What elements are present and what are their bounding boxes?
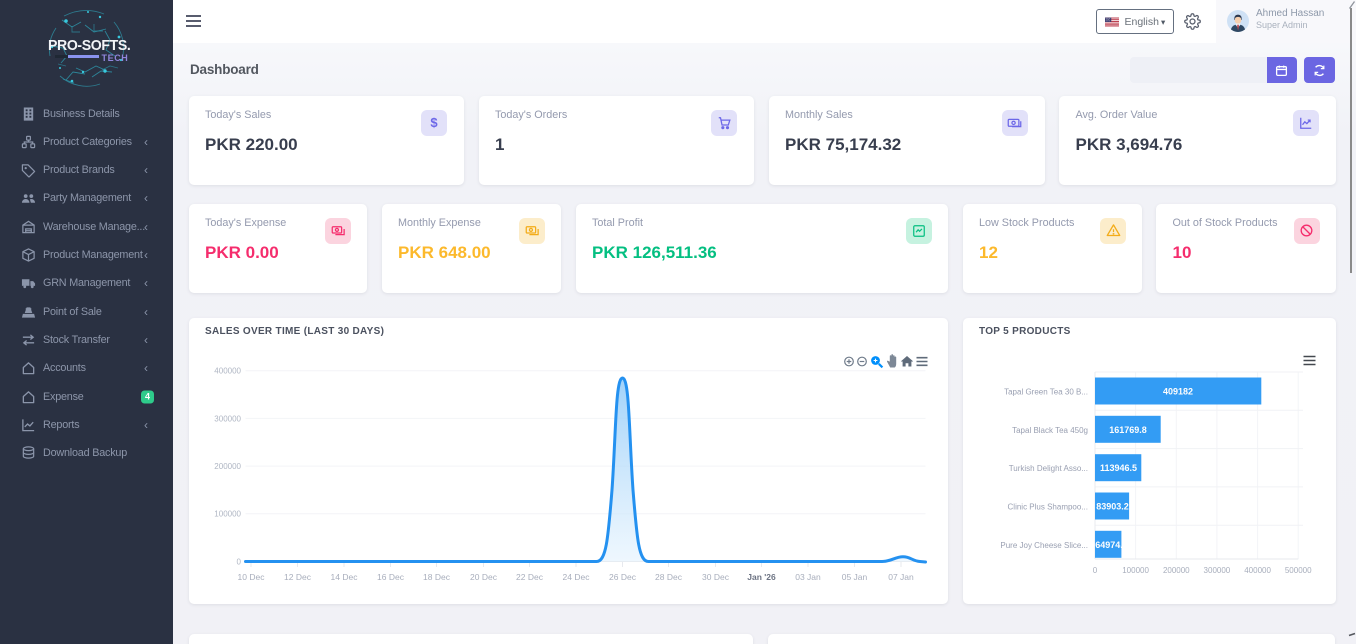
svg-text:Tapal Green Tea 30 B...: Tapal Green Tea 30 B... [1004, 388, 1088, 397]
svg-text:Jan '26: Jan '26 [747, 572, 776, 582]
svg-text:83903.2: 83903.2 [1096, 502, 1129, 512]
svg-text:24 Dec: 24 Dec [562, 572, 590, 582]
svg-text:200000: 200000 [1162, 566, 1189, 575]
svg-text:30 Dec: 30 Dec [702, 572, 730, 582]
svg-text:409182: 409182 [1162, 387, 1192, 397]
svg-text:20 Dec: 20 Dec [470, 572, 498, 582]
svg-text:100000: 100000 [214, 510, 241, 519]
svg-text:22 Dec: 22 Dec [516, 572, 544, 582]
svg-text:100000: 100000 [1122, 566, 1149, 575]
svg-text:05 Jan: 05 Jan [841, 572, 867, 582]
svg-text:0: 0 [236, 557, 241, 566]
svg-text:14 Dec: 14 Dec [330, 572, 358, 582]
svg-text:Pure Joy Cheese Slice...: Pure Joy Cheese Slice... [1000, 541, 1088, 550]
svg-text:10 Dec: 10 Dec [237, 572, 265, 582]
svg-text:400000: 400000 [1244, 566, 1271, 575]
svg-text:400000: 400000 [214, 367, 241, 376]
svg-text:03 Jan: 03 Jan [795, 572, 821, 582]
svg-text:500000: 500000 [1284, 566, 1311, 575]
svg-text:18 Dec: 18 Dec [423, 572, 451, 582]
svg-text:26 Dec: 26 Dec [609, 572, 637, 582]
svg-text:300000: 300000 [1203, 566, 1230, 575]
svg-text:64974.: 64974. [1095, 540, 1123, 550]
svg-text:0: 0 [1092, 566, 1097, 575]
svg-text:Clinic Plus Shampoo...: Clinic Plus Shampoo... [1007, 503, 1087, 512]
svg-text:300000: 300000 [214, 414, 241, 423]
svg-text:200000: 200000 [214, 462, 241, 471]
svg-text:07 Jan: 07 Jan [888, 572, 914, 582]
svg-text:161769.8: 161769.8 [1109, 425, 1147, 435]
svg-text:12 Dec: 12 Dec [284, 572, 312, 582]
svg-text:Turkish Delight Asso...: Turkish Delight Asso... [1008, 464, 1087, 473]
svg-text:16 Dec: 16 Dec [377, 572, 405, 582]
svg-text:113946.5: 113946.5 [1099, 463, 1136, 473]
svg-text:28 Dec: 28 Dec [655, 572, 683, 582]
svg-text:Tapal Black Tea 450g: Tapal Black Tea 450g [1012, 426, 1088, 435]
